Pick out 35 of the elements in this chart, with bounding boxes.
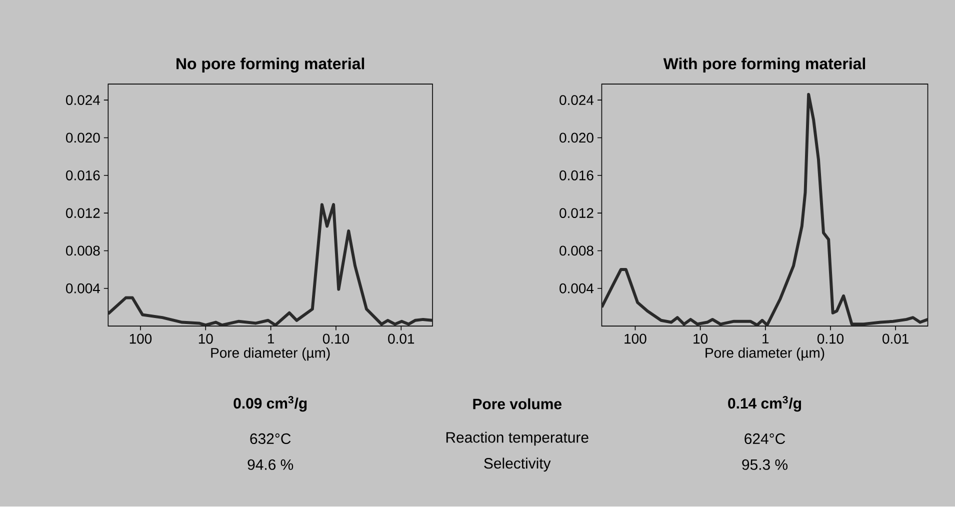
y-tick-label: 0.004 [560,284,594,294]
text: Reaction temperature [446,432,588,446]
x-tick-label: 0.01 [882,334,908,344]
y-tick-label: 0.020 [560,133,594,143]
x-tick-label: 0.10 [322,334,350,344]
x-tick-label: 1 [268,334,274,344]
chart-title: No pore forming material [176,58,364,73]
x-tick-label: 10 [198,334,213,344]
y-tick-label: 0.004 [66,284,100,294]
x-tick-label: 0.10 [817,334,844,344]
chart-title: With pore forming material [663,58,866,73]
text: Selectivity [484,458,551,472]
y-tick-label: 0.016 [560,170,594,181]
x-tick-label: 100 [624,334,646,344]
y-tick-label: 0.008 [560,246,594,256]
x-tick-label: 0.01 [388,334,414,344]
x-axis-title: Pore diameter (µm) [211,348,330,361]
text: 0.09 cm$^{3}$/g [234,396,307,412]
x-tick-label: 1 [762,334,769,344]
y-tick-label: 0.012 [66,208,100,218]
y-tick-label: 0.020 [66,133,100,143]
text: 94.6 % [248,460,294,470]
y-tick-label: 0.024 [66,95,100,106]
text: 624°C [744,434,786,444]
x-tick-label: 100 [130,334,152,344]
text: 632°C [250,434,291,444]
y-tick-label: 0.008 [66,246,100,256]
y-tick-label: 0.016 [66,170,100,181]
y-tick-label: 0.024 [560,95,594,106]
text: 95.3 % [742,460,788,470]
x-axis-title: Pore diameter (µm) [706,348,824,361]
text: Pore volume [473,398,562,410]
x-tick-label: 10 [694,334,708,344]
y-tick-label: 0.012 [560,208,594,218]
text: 0.14 cm$^{3}$/g [728,396,802,412]
